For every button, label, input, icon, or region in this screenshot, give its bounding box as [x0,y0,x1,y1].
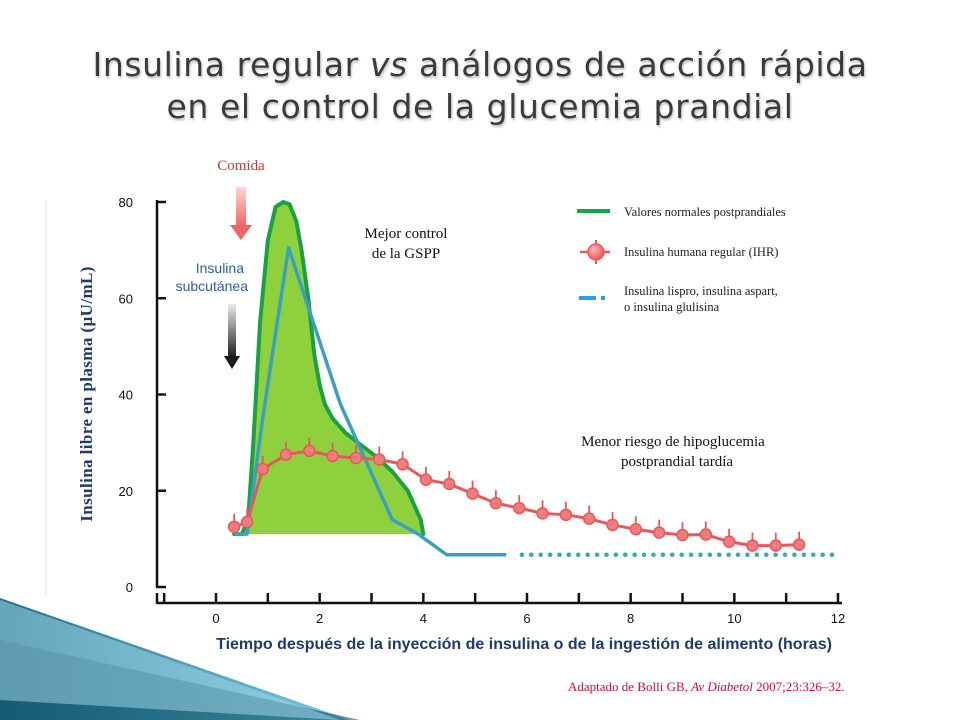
y-axis-label: Insulina libre en plasma (µU/mL) [77,266,96,522]
injection-label-line-2: subcutánea [176,278,249,294]
regular-point [722,535,736,549]
regular-point [396,458,409,471]
regular-point [629,523,643,536]
regular-point [652,526,666,539]
meal-label: Comida [217,158,265,174]
x-tick-label: 8 [627,611,634,626]
y-tick-label: 80 [119,195,133,210]
title-line-1: Insulina regular vs análogos de acción r… [92,45,868,84]
meal-arrow [230,187,252,240]
source-citation: Adaptado de Bolli GB, Av Diabetol 2007;2… [568,679,845,694]
regular-point [769,539,783,552]
legend: Valores normales postprandiales Insulina… [577,205,786,314]
regular-point [373,453,386,466]
legend-label-analog-line-1: Insulina lispro, insulina aspart, [624,284,778,298]
corner-wedge-light [0,600,340,720]
slide-title: Insulina regular vs análogos de acción r… [40,44,920,128]
x-tick-label: 0 [212,611,219,626]
regular-point [240,515,254,529]
legend-swatch-regular-dot [587,243,605,261]
x-tick-label: 4 [420,611,427,626]
better-control-line-1: Mejor control [365,226,448,242]
x-tick-label: 12 [831,611,845,626]
regular-point [582,512,596,525]
better-control-line-2: de la GSPP [372,246,440,262]
regular-point [303,444,316,458]
axes: 0 20 40 60 80 0 2 4 6 8 10 12 [119,195,846,626]
regular-point [699,528,713,541]
x-tick-label: 10 [727,611,741,626]
regular-point [792,538,806,551]
regular-point [746,539,759,552]
legend-label-analog-line-2: o insulina glulisina [624,300,720,314]
regular-point [559,508,573,522]
regular-point [512,501,526,515]
regular-point [676,528,689,542]
legend-label-normal: Valores normales postprandiales [624,205,786,219]
analog-line [234,245,507,557]
regular-point [227,520,241,534]
legend-label-regular: Insulina humana regular (IHR) [624,245,778,259]
lower-risk-line-1: Menor riesgo de hipoglucemia [581,434,765,450]
regular-point [279,448,293,461]
title-line-2: en el control de la glucemia prandial [166,87,794,126]
y-tick-label: 60 [119,291,133,306]
regular-point [466,487,479,500]
regular-point [443,477,456,491]
regular-point [419,473,433,486]
y-tick-label: 40 [119,388,133,403]
series-regular [227,437,806,552]
x-axis-label: Tiempo después de la inyección de insuli… [216,636,832,653]
regular-point [536,507,549,520]
regular-point [256,462,269,476]
regular-point [489,497,503,510]
y-tick-label: 20 [119,484,133,499]
regular-point [349,451,363,465]
x-tick-label: 6 [523,611,530,626]
y-tick-label: 0 [126,580,133,595]
injection-arrow [224,304,240,369]
regular-point [326,449,339,463]
regular-point [606,518,619,532]
lower-risk-line-2: postprandial tardía [621,454,733,470]
injection-label-line-1: Insulina [196,260,244,276]
series-analog [234,245,841,558]
x-tick-label: 2 [316,611,323,626]
